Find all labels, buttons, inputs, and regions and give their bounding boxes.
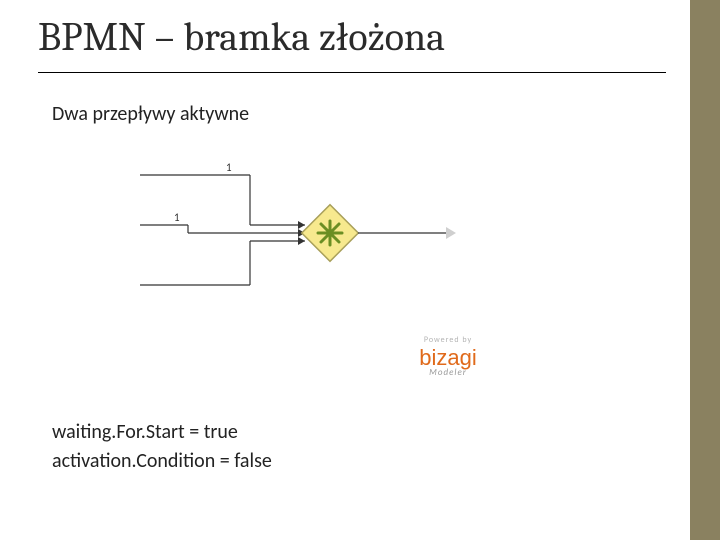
- flow-middle: 1: [140, 211, 305, 237]
- title-rule: [38, 72, 666, 73]
- subtitle: Dwa przepływy aktywne: [52, 102, 249, 126]
- token-label-2: 1: [174, 211, 180, 224]
- flow-out: [358, 227, 456, 239]
- complex-gateway: [302, 205, 359, 262]
- token-label-1: 1: [226, 161, 232, 174]
- code-line-1: waiting.For.Start = true: [52, 418, 272, 447]
- accent-sidebar: [690, 0, 720, 540]
- code-line-2: activation.Condition = false: [52, 447, 272, 476]
- bpmn-diagram: 1 1: [130, 155, 490, 345]
- slide: BPMN – bramka złożona Dwa przepływy akty…: [0, 0, 720, 540]
- modeler-label: Modeler: [388, 367, 508, 378]
- flow-top: 1: [140, 161, 305, 229]
- powered-by-label: Powered by: [388, 335, 508, 345]
- state-text: waiting.For.Start = true activation.Cond…: [52, 418, 272, 476]
- flow-bottom: [140, 237, 305, 285]
- bizagi-logo: Powered by bizagi Modeler: [388, 335, 508, 378]
- page-title: BPMN – bramka złożona: [38, 14, 445, 60]
